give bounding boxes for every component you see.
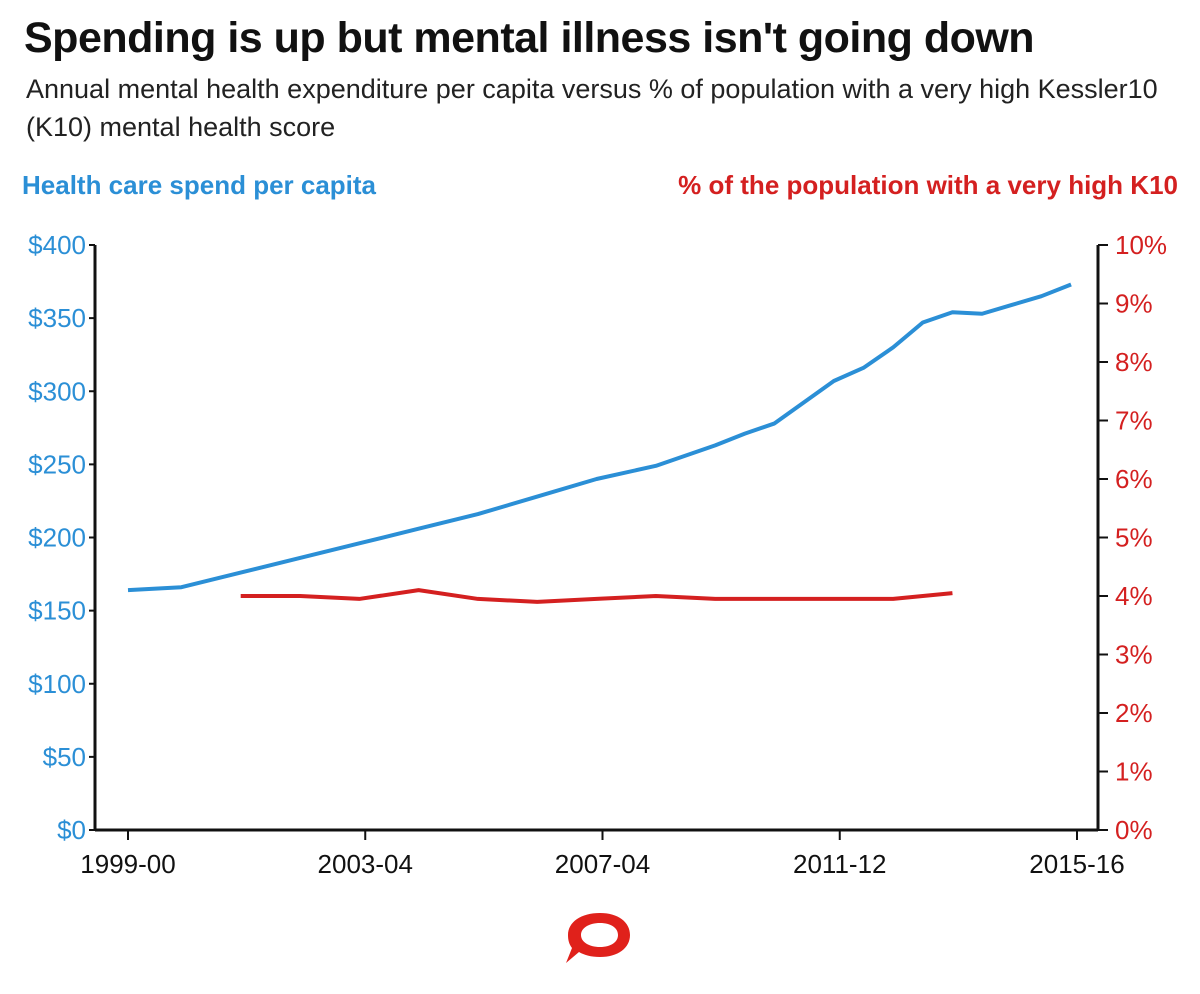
right-tick-label: 6%: [1115, 464, 1153, 494]
legend-spend: Health care spend per capita: [22, 170, 377, 200]
left-tick-label: $300: [28, 376, 86, 406]
right-tick-label: 7%: [1115, 406, 1153, 436]
right-tick-label: 1%: [1115, 757, 1153, 787]
left-tick-label: $100: [28, 669, 86, 699]
x-tick-label: 2011-12: [793, 849, 887, 879]
x-tick-label: 2007-04: [555, 849, 650, 879]
right-tick-label: 0%: [1115, 815, 1153, 845]
speech-bubble-logo-icon: [566, 913, 630, 963]
series-line-k10: [240, 588, 953, 604]
chart-title: Spending is up but mental illness isn't …: [24, 14, 1035, 62]
right-tick-label: 9%: [1115, 289, 1153, 319]
x-tick-label: 2003-04: [318, 849, 413, 879]
x-axis-ticks: 1999-00 2003-04 2007-04 2011-12 2015-16: [80, 830, 1125, 879]
right-tick-label: 2%: [1115, 698, 1153, 728]
series-lines: [127, 282, 1072, 604]
left-tick-label: $250: [28, 449, 86, 479]
right-tick-label: 5%: [1115, 523, 1153, 553]
right-axis-ticks: 0% 1% 2% 3% 4% 5% 6% 7% 8% 9% 10%: [1098, 230, 1167, 845]
left-tick-label: $0: [57, 815, 86, 845]
chart-axes: [93, 245, 1100, 832]
right-tick-label: 8%: [1115, 347, 1153, 377]
x-tick-label: 1999-00: [80, 849, 175, 879]
left-axis-ticks: $0 $50 $100 $150 $200 $250 $300 $350 $400: [28, 230, 95, 845]
left-tick-label: $200: [28, 523, 86, 553]
x-tick-label: 2015-16: [1029, 849, 1124, 879]
left-tick-label: $150: [28, 596, 86, 626]
chart-subtitle: Annual mental health expenditure per cap…: [26, 74, 1158, 142]
left-tick-label: $400: [28, 230, 86, 260]
left-tick-label: $50: [43, 742, 86, 772]
right-tick-label: 10%: [1115, 230, 1167, 260]
right-tick-label: 4%: [1115, 581, 1153, 611]
left-tick-label: $350: [28, 303, 86, 333]
right-tick-label: 3%: [1115, 640, 1153, 670]
series-line-spend: [127, 282, 1072, 593]
legend-k10: % of the population with a very high K10: [678, 170, 1178, 200]
